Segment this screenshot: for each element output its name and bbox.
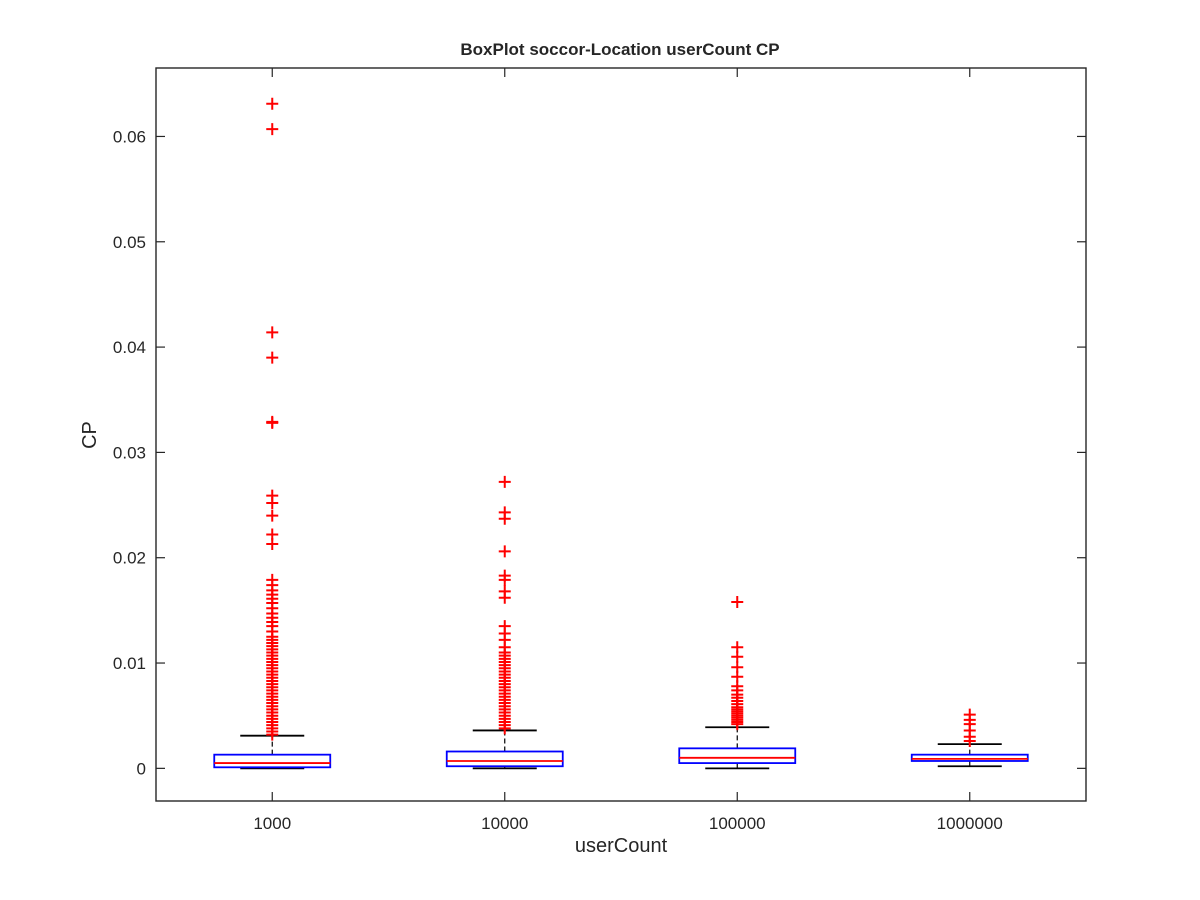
iqr-box (445, 750, 564, 768)
x-tick-label: 1000 (253, 814, 291, 833)
outlier-marker (266, 97, 279, 110)
outlier-marker (498, 512, 511, 525)
outlier-marker (266, 123, 279, 136)
y-tick-label: 0.03 (113, 443, 146, 462)
y-axis-label: CP (79, 421, 101, 449)
outlier-marker (731, 718, 744, 731)
outlier-marker (266, 728, 279, 741)
y-tick-label: 0.06 (113, 127, 146, 146)
axes-frame (155, 67, 1087, 802)
outlier-marker (266, 496, 279, 509)
iqr-box (213, 753, 332, 769)
outlier-marker (731, 650, 744, 663)
outlier-marker (498, 573, 511, 586)
chart-title: BoxPlot soccor-Location userCount CP (460, 40, 779, 59)
x-tick-label: 10000 (481, 814, 528, 833)
outlier-marker (731, 595, 744, 608)
y-tick-label: 0.04 (113, 338, 146, 357)
outlier-marker (498, 591, 511, 604)
x-tick-label: 1000000 (937, 814, 1003, 833)
outlier-marker (266, 509, 279, 522)
iqr-box (910, 753, 1029, 762)
outlier-marker (963, 734, 976, 747)
outlier-marker (266, 416, 279, 429)
outlier-marker (498, 722, 511, 735)
outlier-marker (266, 538, 279, 551)
outlier-marker (266, 351, 279, 364)
y-tick-label: 0.02 (113, 549, 146, 568)
y-tick-label: 0 (137, 759, 146, 778)
outlier-marker (266, 326, 279, 339)
x-axis-label: userCount (575, 835, 668, 857)
y-tick-label: 0.05 (113, 233, 146, 252)
outlier-marker (498, 545, 511, 558)
iqr-box (678, 747, 797, 764)
x-tick-label: 100000 (709, 814, 766, 833)
y-tick-label: 0.01 (113, 654, 146, 673)
plot-area: 0 0.01 0.02 0.03 0.04 0.05 0.06 1000 10000 100000… (113, 67, 1087, 833)
outlier-marker (498, 475, 511, 488)
